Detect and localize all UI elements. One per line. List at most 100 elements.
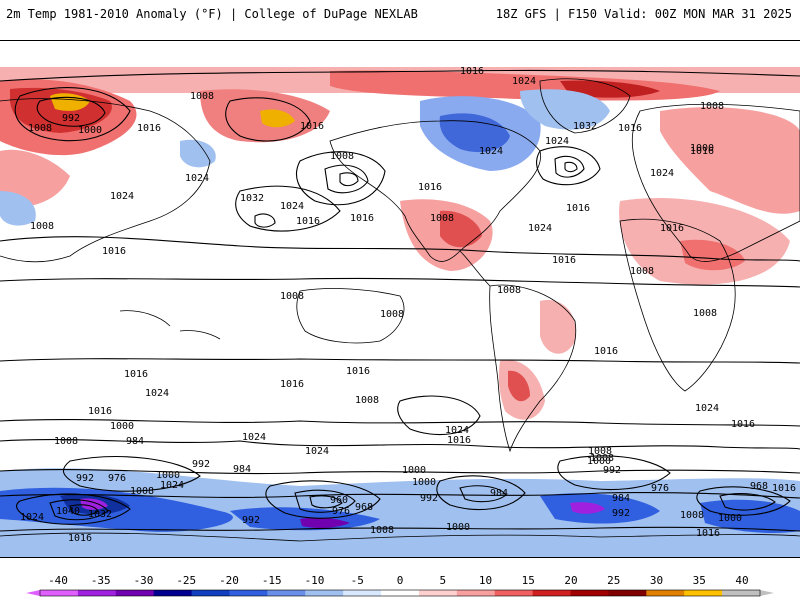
colorbar-graphic: -40 -35 -30 -25 -20 -15 -10 -5 0 5 10 15 20 25 30 35 40 bbox=[26, 574, 774, 597]
southeast-asia-islands bbox=[119, 310, 221, 340]
colorbar-swatch bbox=[418, 590, 458, 596]
cold-anomaly-regions bbox=[0, 89, 800, 557]
colorbar-swatch bbox=[722, 590, 761, 596]
isobar-label: 1024 bbox=[479, 146, 503, 157]
colorbar-tick-label: -5 bbox=[351, 574, 364, 587]
colorbar-tick-label: -15 bbox=[262, 574, 282, 587]
isobar-label: 1016 bbox=[566, 203, 590, 214]
colorbar-swatch bbox=[40, 590, 79, 596]
isobar-label: 1016 bbox=[300, 121, 324, 132]
isobar-label: 1024 bbox=[545, 136, 569, 147]
isobar-label: 1016 bbox=[731, 419, 755, 430]
run-valid-time: 18Z GFS | F150 Valid: 00Z MON MAR 31 202… bbox=[495, 7, 792, 21]
isobar-label: 1024 bbox=[650, 168, 674, 179]
australia-coast bbox=[296, 288, 405, 344]
colorbar-swatch bbox=[191, 590, 230, 596]
colorbar-max-arrow bbox=[760, 590, 774, 596]
isobar-label: 968 bbox=[355, 502, 373, 513]
isobar-label: 992 bbox=[603, 465, 621, 476]
isobar-label: 992 bbox=[76, 473, 94, 484]
colorbar-tick-label: 15 bbox=[522, 574, 535, 587]
colorbar-swatch bbox=[305, 590, 344, 596]
colorbar-tick-label: -35 bbox=[91, 574, 111, 587]
colorbar-tick-label: -10 bbox=[305, 574, 325, 587]
colorbar-tick-label: -40 bbox=[48, 574, 68, 587]
isobar-label: 1016 bbox=[690, 146, 714, 157]
isobar-label: 1016 bbox=[102, 246, 126, 257]
asia-west-coast bbox=[0, 98, 211, 263]
anomaly-map: 1016 1024 1008 992 1000 1016 1008 1016 1… bbox=[0, 41, 800, 557]
isobar-label: 1024 bbox=[185, 173, 209, 184]
isobar-label: 1000 bbox=[412, 477, 436, 488]
isobar-label: 1016 bbox=[346, 366, 370, 377]
colorbar-tick-label: -30 bbox=[134, 574, 154, 587]
isobar-label: 1024 bbox=[305, 446, 329, 457]
colorbar-tick-label: 10 bbox=[479, 574, 492, 587]
isobar-label: 1016 bbox=[772, 483, 796, 494]
isobar-label: 984 bbox=[233, 464, 251, 475]
isobar-label: 1000 bbox=[110, 421, 134, 432]
colorbar-swatch bbox=[608, 590, 647, 596]
isobar-label: 984 bbox=[490, 488, 508, 499]
isobar-label: 1040 bbox=[56, 506, 80, 517]
isobar-label: 1024 bbox=[145, 388, 169, 399]
antarctica-coast bbox=[0, 532, 800, 542]
isobar-label: 1024 bbox=[160, 480, 184, 491]
colorbar-swatch bbox=[153, 590, 193, 596]
isobar-label: 1008 bbox=[190, 91, 214, 102]
colorbar-swatch bbox=[77, 590, 117, 596]
isobar-label: 1000 bbox=[446, 522, 470, 533]
isobar-label: 984 bbox=[126, 436, 144, 447]
isobar-label: 1008 bbox=[330, 151, 354, 162]
isobar-label: 1000 bbox=[718, 513, 742, 524]
isobar-label: 1032 bbox=[88, 509, 112, 520]
colorbar-tick-label: 30 bbox=[650, 574, 663, 587]
isobar-label: 1008 bbox=[280, 291, 304, 302]
isobar-label: 1008 bbox=[693, 308, 717, 319]
header: 2m Temp 1981-2010 Anomaly (°F) | College… bbox=[0, 0, 800, 28]
isobar-label: 1024 bbox=[20, 512, 44, 523]
isobar-label: 1008 bbox=[497, 285, 521, 296]
isobar-label: 968 bbox=[750, 481, 768, 492]
colorbar-swatch bbox=[343, 590, 382, 596]
isobar-label: 1024 bbox=[695, 403, 719, 414]
isobar-label: 992 bbox=[242, 515, 260, 526]
isobar-label: 1000 bbox=[587, 456, 611, 467]
isobar-label: 1016 bbox=[88, 406, 112, 417]
isobar-label: 1016 bbox=[660, 223, 684, 234]
colorbar-swatch bbox=[456, 590, 496, 596]
colorbar-swatch bbox=[646, 590, 685, 596]
colorbar-tick-label: 20 bbox=[564, 574, 577, 587]
isobar-label: 1024 bbox=[445, 425, 469, 436]
colorbar-tick-label: -20 bbox=[219, 574, 239, 587]
africa-coast bbox=[619, 218, 736, 392]
isobar-label: 992 bbox=[192, 459, 210, 470]
isobar-label: 1008 bbox=[355, 395, 379, 406]
isobar-label: 1008 bbox=[130, 486, 154, 497]
isobar-label: 1008 bbox=[680, 510, 704, 521]
isobar-label: 1000 bbox=[78, 125, 102, 136]
product-title: 2m Temp 1981-2010 Anomaly (°F) | College… bbox=[6, 7, 418, 21]
isobar-label: 976 bbox=[108, 473, 126, 484]
colorbar-swatches bbox=[26, 589, 774, 597]
central-america-coast bbox=[459, 250, 491, 287]
isobar-label: 1000 bbox=[690, 143, 714, 154]
isobar-label: 1016 bbox=[447, 435, 471, 446]
isobar-label: 1008 bbox=[590, 453, 614, 464]
colorbar-tick-label: 0 bbox=[397, 574, 404, 587]
isobar-label: 1024 bbox=[242, 432, 266, 443]
isobar-label: 1024 bbox=[280, 201, 304, 212]
colorbar-ticks: -40 -35 -30 -25 -20 -15 -10 -5 0 5 10 15 20 25 30 35 40 bbox=[48, 574, 749, 587]
isobar-label: 1032 bbox=[240, 193, 264, 204]
isobar-label: 1016 bbox=[696, 528, 720, 539]
eurasia-coast bbox=[631, 103, 800, 262]
isobar-label: 992 bbox=[420, 493, 438, 504]
colorbar-min-arrow bbox=[26, 590, 40, 596]
colorbar-swatch bbox=[570, 590, 609, 596]
isobar-label: 1016 bbox=[552, 255, 576, 266]
colorbar-swatch bbox=[115, 590, 155, 596]
colorbar-swatch bbox=[494, 590, 534, 596]
isobar-label: 976 bbox=[651, 483, 669, 494]
isobar-label: 1024 bbox=[110, 191, 134, 202]
isobar-label: 1008 bbox=[370, 525, 394, 536]
